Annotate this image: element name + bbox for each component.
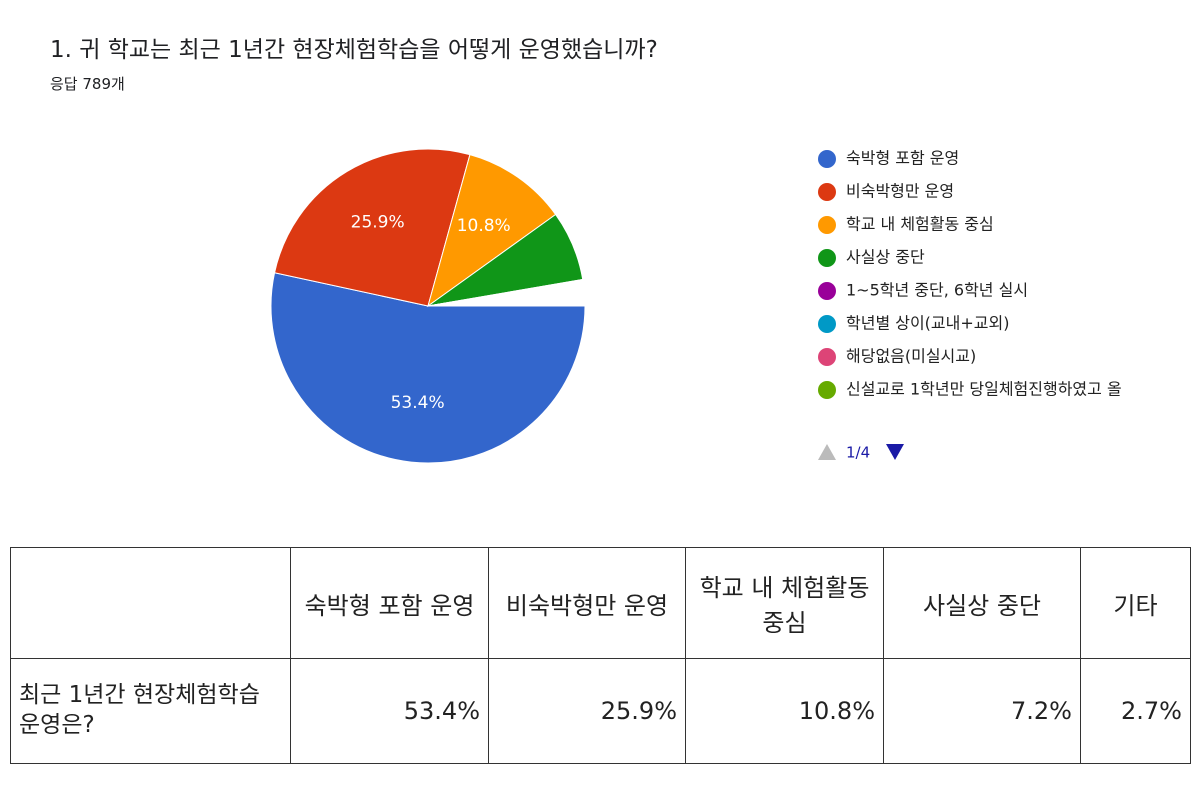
pie-slice xyxy=(427,154,557,308)
legend-label: 1~5학년 중단, 6학년 실시 xyxy=(846,281,1028,300)
legend-label: 비숙박형만 운영 xyxy=(846,182,954,201)
table-cell: 53.4% xyxy=(290,658,489,764)
table-cell: 기타 xyxy=(1080,547,1191,659)
table-cell: 25.9% xyxy=(488,658,686,764)
table-cell: 2.7% xyxy=(1080,658,1191,764)
data-row: 최근 1년간 현장체험학습 운영은? 53.4% 25.9% 10.8% 7.2% 2.7… xyxy=(10,658,1191,764)
table-cell: 10.8% xyxy=(685,658,884,764)
legend-swatch xyxy=(818,216,836,234)
legend-label: 숙박형 포함 운영 xyxy=(846,149,959,168)
question-title: 1. 귀 학교는 최근 1년간 현장체험학습을 어떻게 운영했습니까? xyxy=(50,37,658,63)
legend-label: 신설교로 1학년만 당일체험진행하였고 올 xyxy=(846,380,1122,399)
table-cell: 최근 1년간 현장체험학습 운영은? xyxy=(10,658,291,764)
legend-label: 학교 내 체험활동 중심 xyxy=(846,215,994,234)
table-cell: 학교 내 체험활동 중심 xyxy=(685,547,884,659)
table-cell: 비숙박형만 운영 xyxy=(488,547,686,659)
pie-slice xyxy=(273,148,471,307)
pie-slice xyxy=(270,272,586,464)
slice-label: 25.9% xyxy=(351,213,405,233)
legend-label: 해당없음(미실시교) xyxy=(846,347,976,366)
header-row: 숙박형 포함 운영 비숙박형만 운영 학교 내 체험활동 중심 사실상 중단 기타 xyxy=(10,547,1191,659)
legend-swatch xyxy=(818,348,836,366)
pie-slice xyxy=(427,281,584,307)
response-count: 응답 789개 xyxy=(50,75,125,93)
table-cell xyxy=(10,547,291,659)
legend-swatch xyxy=(818,381,836,399)
table-cell: 숙박형 포함 운영 xyxy=(290,547,489,659)
legend-swatch xyxy=(818,249,836,267)
legend-label: 학년별 상이(교내+교외) xyxy=(846,314,1009,333)
table-cell: 7.2% xyxy=(883,658,1081,764)
legend-swatch xyxy=(818,315,836,333)
legend-swatch xyxy=(818,282,836,300)
next-page[interactable] xyxy=(886,444,904,460)
legend-label: 사실상 중단 xyxy=(846,248,925,267)
prev-page[interactable] xyxy=(818,444,836,460)
slice-label: 53.4% xyxy=(391,393,445,413)
table-cell: 사실상 중단 xyxy=(883,547,1081,659)
legend-swatch xyxy=(818,183,836,201)
slice-label: 10.8% xyxy=(457,216,511,236)
legend-page: 1/4 xyxy=(846,444,870,462)
summary-table: 숙박형 포함 운영 비숙박형만 운영 학교 내 체험활동 중심 사실상 중단 기타 최근 … xyxy=(10,547,1191,764)
legend-swatch xyxy=(818,150,836,168)
